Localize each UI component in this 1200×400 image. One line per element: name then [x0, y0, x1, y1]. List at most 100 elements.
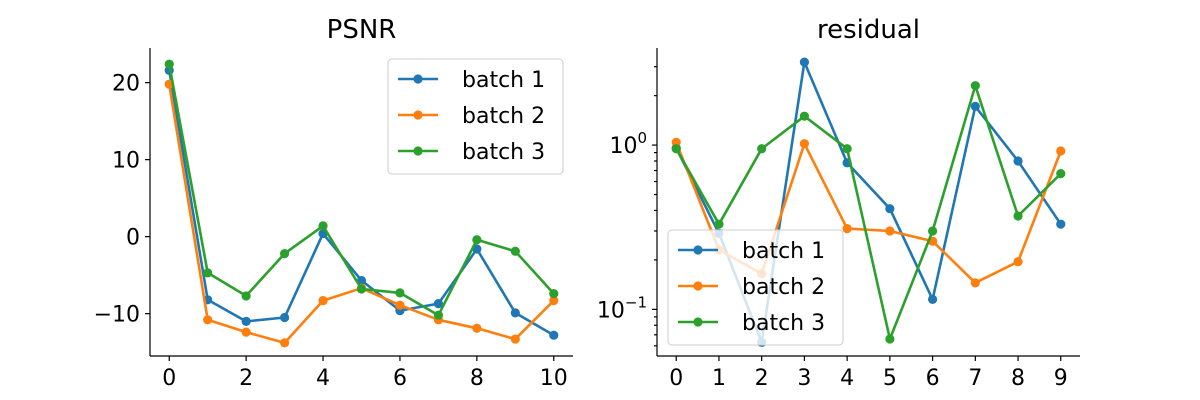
residual-point-batch-3 — [970, 81, 980, 91]
residual-x-tick-label: 2 — [755, 366, 769, 391]
psnr-point-batch-3 — [318, 221, 328, 231]
residual-point-batch-1 — [1013, 156, 1023, 166]
psnr-point-batch-2 — [549, 295, 559, 306]
residual-point-batch-2 — [1056, 146, 1066, 156]
psnr-legend-swatch-marker — [413, 74, 423, 84]
residual-point-batch-1 — [970, 101, 980, 112]
residual-legend: batch 1 batch 2 batch 3 — [667, 229, 844, 346]
residual-point-batch-3 — [927, 226, 938, 236]
psnr-chart-title: PSNR — [327, 15, 397, 45]
psnr-x-tick-label: 10 — [540, 366, 568, 391]
residual-point-batch-2 — [970, 278, 980, 288]
psnr-y-tick-label: −10 — [94, 303, 140, 328]
residual-y-tick-base: 10 — [597, 298, 625, 323]
psnr-x-ticks: 0 2 4 6 8 10 — [162, 356, 568, 391]
psnr-y-tick-label: 20 — [112, 72, 140, 97]
residual-point-batch-3 — [1013, 211, 1023, 221]
psnr-x-tick-label: 2 — [239, 366, 253, 391]
psnr-legend-swatch-marker — [413, 110, 423, 120]
residual-x-tick-label: 9 — [1054, 366, 1068, 391]
psnr-point-batch-2 — [203, 315, 213, 325]
psnr-point-batch-1 — [549, 330, 559, 340]
residual-point-batch-1 — [927, 294, 938, 304]
residual-point-batch-2 — [885, 226, 895, 236]
psnr-x-tick-label: 4 — [316, 366, 330, 391]
psnr-y-tick-label: 0 — [126, 226, 140, 251]
psnr-point-batch-3 — [356, 284, 367, 294]
residual-x-tick-label: 5 — [883, 366, 897, 391]
residual-x-tick-label: 4 — [840, 366, 854, 391]
residual-y-tick-label: 10−1 — [597, 293, 647, 323]
psnr-point-batch-1 — [433, 299, 444, 309]
psnr-plot-area — [164, 59, 559, 348]
residual-chart-title: residual — [817, 15, 920, 45]
psnr-y-tick-label: 10 — [112, 149, 140, 174]
residual-point-batch-3 — [842, 144, 852, 154]
psnr-point-batch-2 — [395, 300, 405, 310]
residual-x-tick-label: 8 — [1011, 366, 1025, 391]
residual-point-batch-3 — [799, 111, 810, 121]
psnr-point-batch-2 — [318, 295, 328, 306]
psnr-point-batch-1 — [279, 312, 290, 323]
psnr-legend: batch 1 batch 2 batch 3 — [387, 58, 564, 175]
residual-point-batch-1 — [799, 57, 810, 67]
psnr-point-batch-3 — [395, 288, 405, 298]
psnr-point-batch-3 — [241, 291, 251, 301]
residual-y-tick-label: 100 — [609, 129, 647, 159]
psnr-point-batch-3 — [279, 248, 290, 259]
residual-x-tick-label: 7 — [968, 366, 982, 391]
residual-legend-swatch-marker — [693, 317, 703, 327]
residual-legend-swatch-marker — [693, 281, 703, 291]
psnr-x-tick-label: 6 — [393, 366, 407, 391]
residual-point-batch-3 — [885, 334, 895, 344]
residual-x-tick-label: 0 — [669, 366, 683, 391]
residual-x-tick-label: 1 — [712, 366, 726, 391]
psnr-y-ticks: 20 10 0 −10 — [94, 72, 150, 328]
residual-x-tick-label: 3 — [797, 366, 811, 391]
psnr-point-batch-3 — [510, 246, 520, 256]
residual-point-batch-2 — [842, 224, 852, 234]
residual-series-line-batch-3 — [675, 84, 1062, 341]
residual-legend-swatch-marker — [693, 245, 703, 255]
residual-point-batch-1 — [885, 204, 895, 214]
residual-point-batch-3 — [714, 219, 724, 229]
residual-legend-label-batch-3: batch 3 — [742, 311, 825, 336]
psnr-point-batch-2 — [241, 327, 251, 337]
residual-legend-box — [667, 229, 844, 346]
psnr-point-batch-3 — [472, 235, 482, 245]
residual-point-batch-3 — [757, 144, 767, 154]
residual-y-tick-exponent: −1 — [625, 293, 647, 311]
residual-plot-area — [671, 57, 1066, 347]
psnr-legend-box — [387, 58, 564, 175]
psnr-point-batch-1 — [510, 308, 520, 318]
residual-x-tick-label: 6 — [926, 366, 940, 391]
residual-y-tick-base: 10 — [609, 134, 637, 159]
psnr-legend-label-batch-2: batch 2 — [462, 104, 545, 129]
residual-legend-label-batch-2: batch 2 — [742, 275, 825, 300]
psnr-x-tick-label: 0 — [162, 366, 176, 391]
residual-legend-label-batch-1: batch 1 — [742, 239, 825, 264]
residual-y-tick-exponent: 0 — [637, 129, 647, 147]
residual-point-batch-1 — [1056, 219, 1066, 229]
psnr-point-batch-1 — [241, 316, 251, 326]
residual-x-ticks: 0 1 2 3 4 5 6 7 8 9 — [669, 356, 1068, 391]
residual-point-batch-2 — [1013, 257, 1023, 267]
psnr-point-batch-2 — [510, 334, 520, 344]
psnr-x-tick-label: 8 — [470, 366, 484, 391]
psnr-legend-label-batch-3: batch 3 — [462, 140, 545, 165]
psnr-point-batch-3 — [549, 289, 559, 299]
residual-point-batch-3 — [1056, 169, 1066, 179]
psnr-point-batch-3 — [433, 310, 444, 320]
residual-point-batch-3 — [671, 144, 681, 154]
psnr-point-batch-2 — [279, 338, 290, 348]
psnr-point-batch-3 — [164, 59, 174, 69]
psnr-legend-label-batch-1: batch 1 — [462, 68, 545, 93]
psnr-point-batch-2 — [472, 323, 482, 333]
psnr-legend-swatch-marker — [413, 146, 423, 156]
psnr-point-batch-3 — [203, 268, 213, 278]
residual-point-batch-2 — [671, 137, 681, 147]
